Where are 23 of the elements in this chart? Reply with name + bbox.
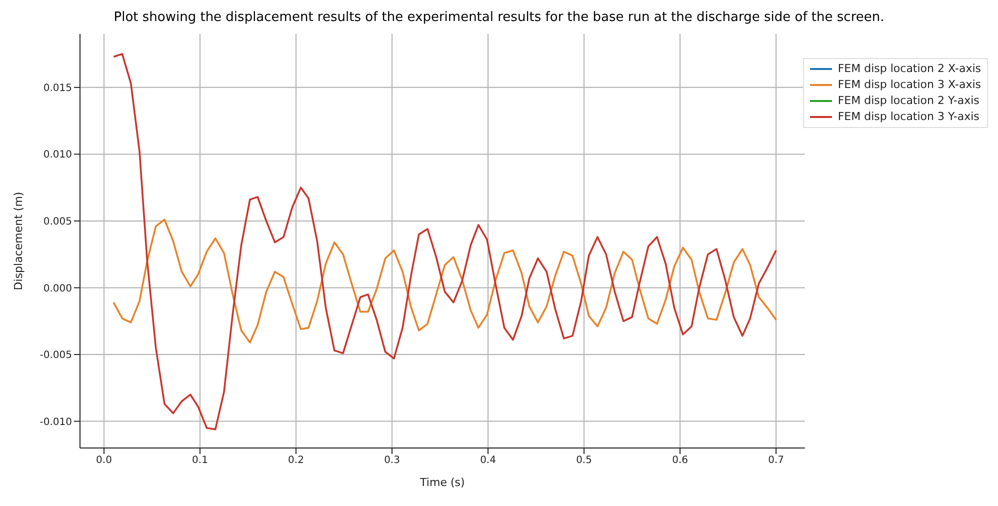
y-tick-label: 0.015 bbox=[43, 82, 72, 94]
legend-label: FEM disp location 3 Y-axis bbox=[838, 109, 980, 125]
legend-label: FEM disp location 3 X-axis bbox=[838, 77, 981, 93]
y-tick-label: 0.010 bbox=[43, 150, 72, 161]
line-series bbox=[112, 53, 777, 430]
y-tick-label: -0.010 bbox=[40, 416, 72, 428]
y-tick-label: 0.000 bbox=[43, 283, 72, 294]
chart-title: Plot showing the displacement results of the experimental results for the base run at the discharge side of the screen. bbox=[112, 9, 886, 27]
x-tick-label: 0.5 bbox=[576, 455, 592, 466]
x-tick-label: 0.6 bbox=[672, 455, 688, 466]
x-tick-label: 0.7 bbox=[768, 455, 784, 466]
x-tick-label: 0.2 bbox=[288, 455, 304, 466]
y-tick-label: -0.005 bbox=[40, 350, 72, 362]
x-tick-label: 0.1 bbox=[192, 455, 208, 466]
y-tick-label: 0.005 bbox=[43, 216, 72, 228]
line-series bbox=[112, 218, 777, 344]
legend-label: FEM disp location 2 Y-axis bbox=[838, 93, 980, 109]
y-axis-title: Displacement (m) bbox=[12, 192, 25, 290]
x-tick-label: 0.3 bbox=[384, 455, 400, 466]
legend-label: FEM disp location 2 X-axis bbox=[838, 61, 981, 77]
x-axis-title: Time (s) bbox=[419, 476, 465, 489]
x-tick-label: 0.0 bbox=[96, 455, 112, 466]
x-tick-label: 0.4 bbox=[480, 455, 496, 466]
